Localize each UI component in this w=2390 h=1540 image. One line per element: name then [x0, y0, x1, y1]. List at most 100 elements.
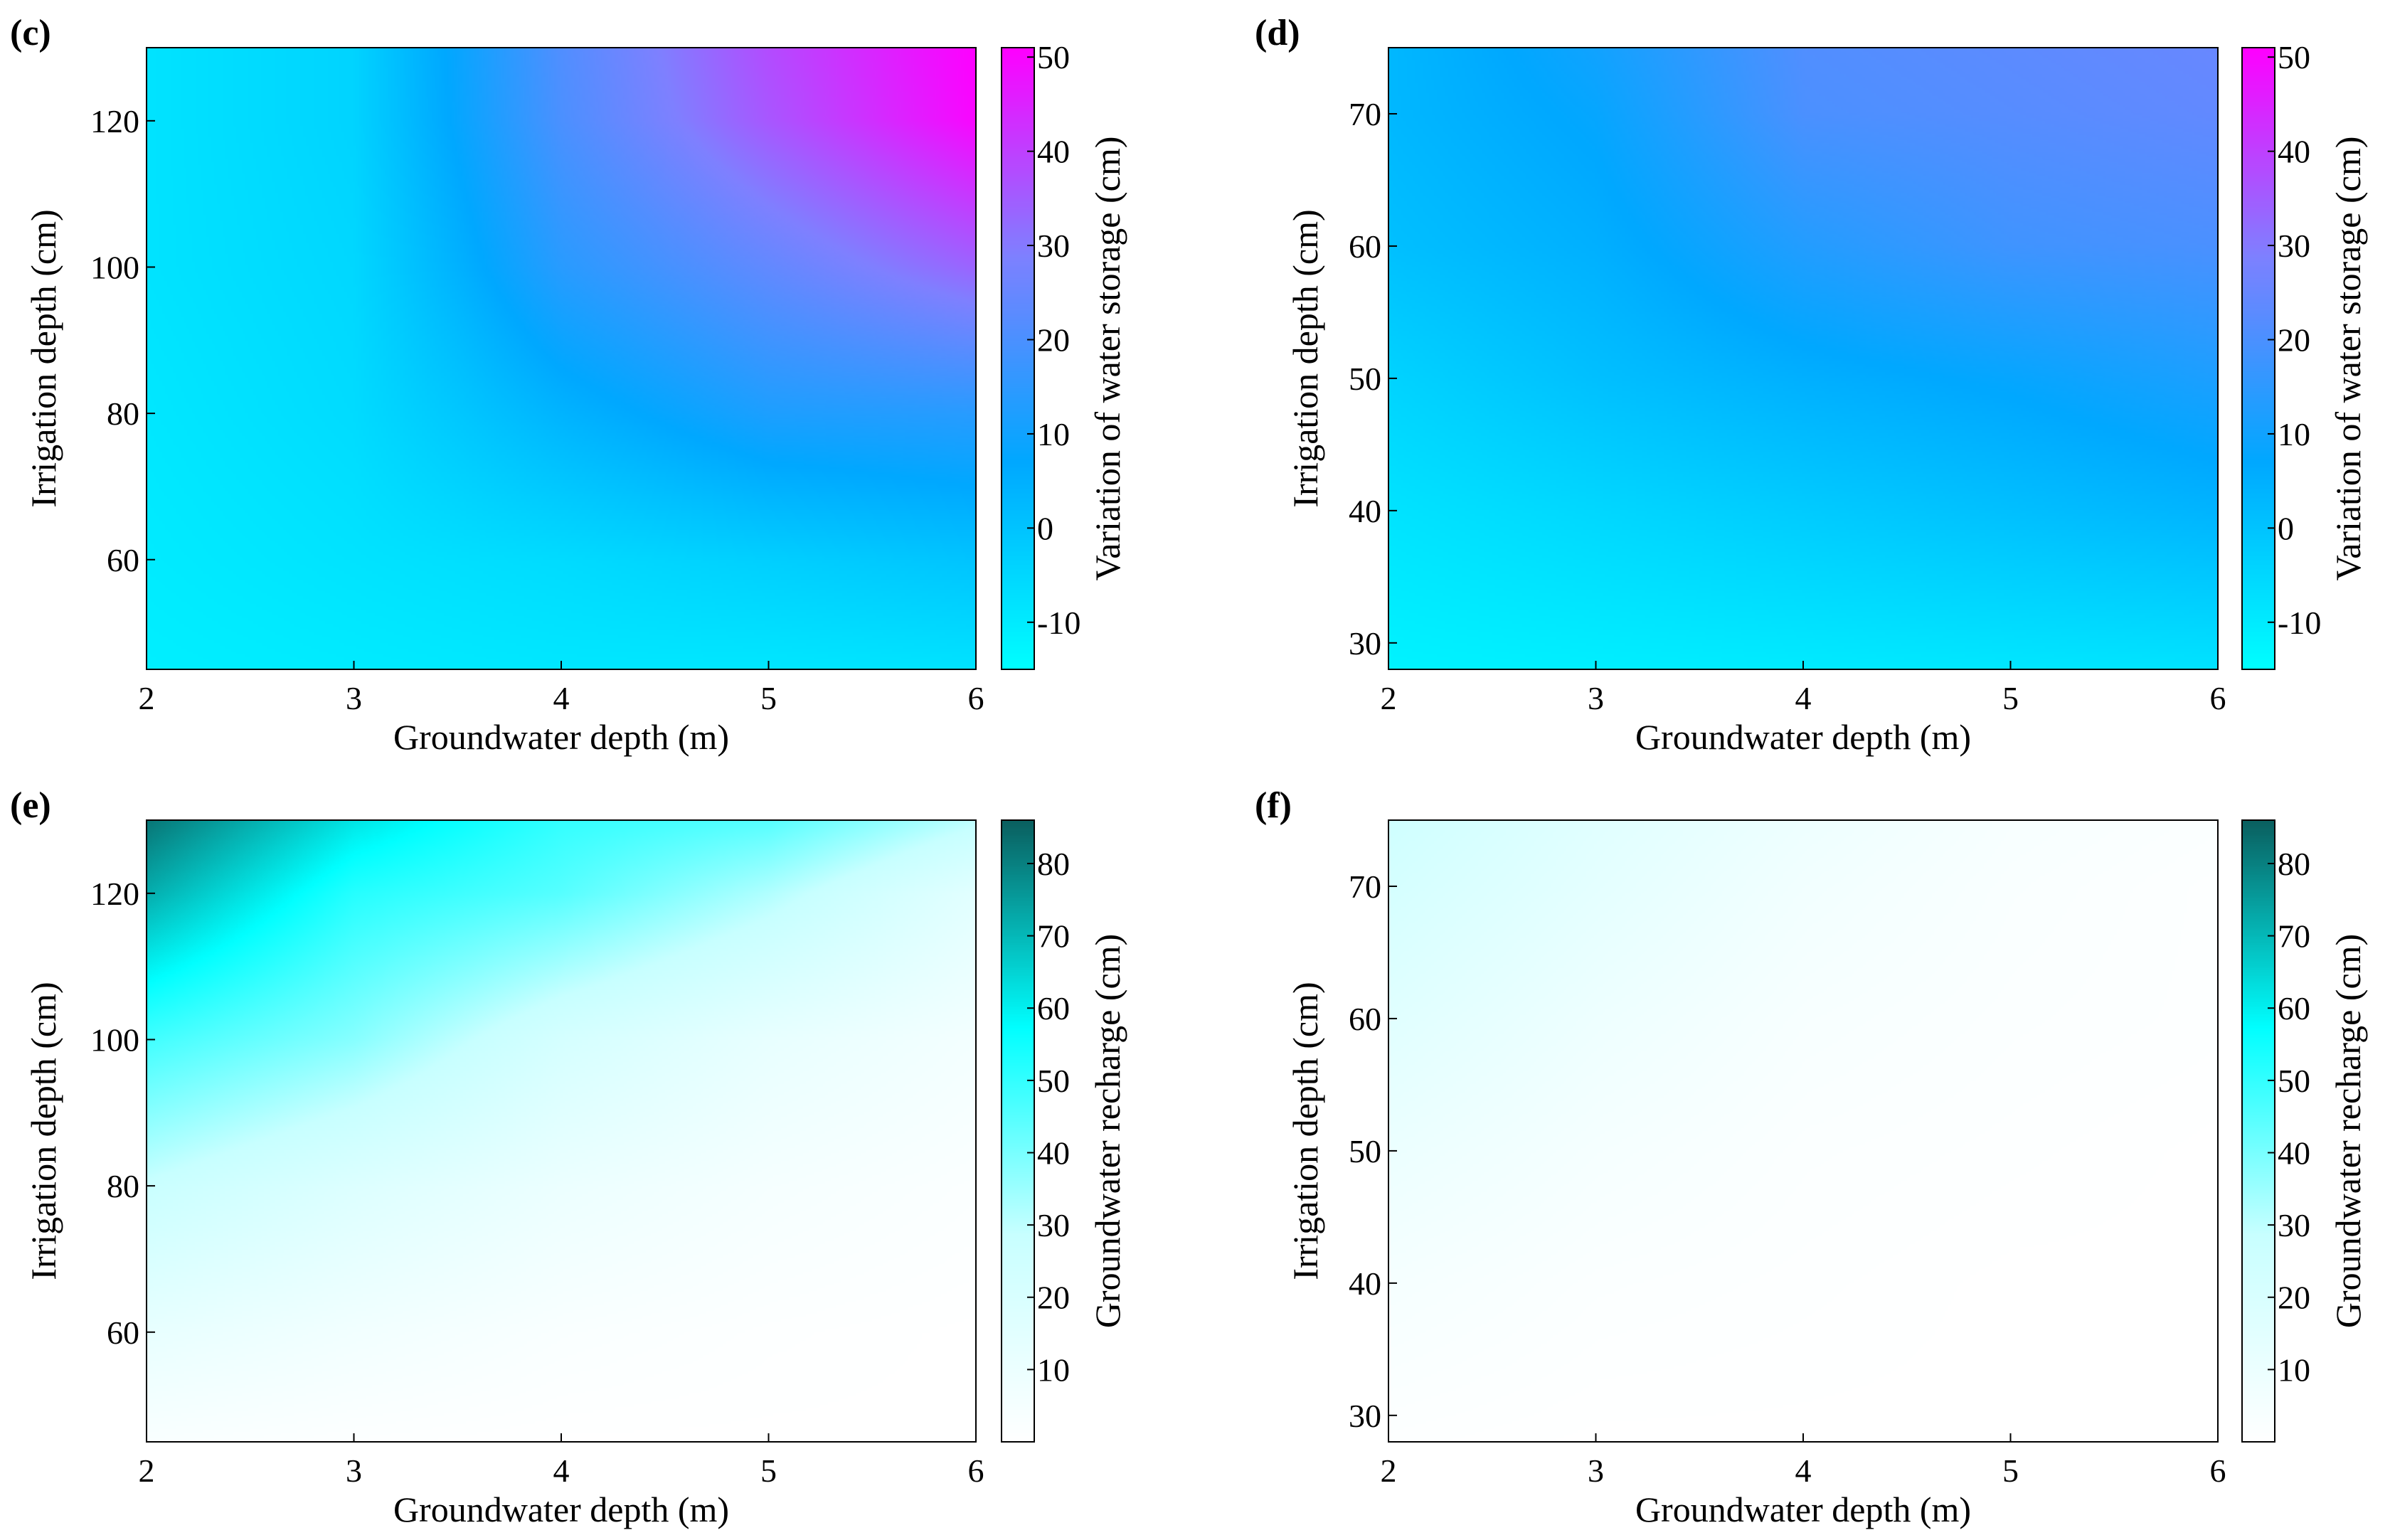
colorbar-tick-label: 70 [2278, 918, 2310, 955]
colorbar-title: Groundwater recharge (cm) [1088, 934, 1127, 1328]
colorbar-tick-label: -10 [1037, 605, 1080, 641]
y-tick-label: 40 [1349, 493, 1381, 529]
x-axis-title: Groundwater depth (m) [1635, 1489, 1971, 1529]
colorbar-title: Variation of water storage (cm) [1088, 137, 1127, 581]
x-tick-label: 4 [1795, 680, 1812, 716]
colorbar-tick-label: 50 [2278, 1063, 2310, 1099]
y-tick-label: 120 [90, 876, 139, 912]
x-axis-title: Groundwater depth (m) [393, 1489, 729, 1529]
colorbar-tick-label: 10 [1037, 416, 1070, 452]
x-tick-label: 2 [139, 1453, 155, 1489]
colorbar-tick-label: 40 [2278, 134, 2310, 170]
y-tick-label: 50 [1349, 361, 1381, 397]
colorbar-tick-label: 70 [1037, 918, 1070, 955]
panel-label: (d) [1255, 13, 1300, 53]
y-tick-label: 100 [90, 249, 139, 285]
colorbar-tick-label: 10 [2278, 416, 2310, 452]
x-tick-label: 2 [1381, 1453, 1397, 1489]
y-axis-title: Irrigation depth (cm) [23, 982, 63, 1280]
x-tick-label: 2 [139, 680, 155, 716]
colorbar-tick-label: 0 [1037, 510, 1053, 546]
y-tick-label: 80 [107, 395, 139, 432]
panel-e: 2 3 4 5 6 60 80 100 120 Groundwater depth (m) Irri… [10, 785, 1127, 1529]
colorbar-title: Groundwater recharge (cm) [2328, 934, 2368, 1328]
y-tick-label: 70 [1349, 96, 1381, 132]
y-tick-label: 60 [1349, 228, 1381, 265]
x-tick-label: 5 [760, 1453, 777, 1489]
x-tick-label: 5 [2002, 680, 2019, 716]
x-tick-label: 5 [760, 680, 777, 716]
y-tick-label: 60 [107, 1315, 139, 1351]
y-tick-label: 40 [1349, 1265, 1381, 1302]
colorbar-d [2242, 48, 2275, 669]
y-tick-label: 70 [1349, 869, 1381, 905]
x-tick-label: 3 [346, 1453, 362, 1489]
x-tick-label: 6 [968, 680, 984, 716]
colorbar-tick-label: 40 [1037, 134, 1070, 170]
panel-d: 2 3 4 5 6 30 40 50 60 70 Groundwater depth (m) Irri… [1255, 13, 2368, 757]
colorbar-tick-label: -10 [2278, 605, 2321, 641]
y-tick-label: 80 [107, 1168, 139, 1204]
x-tick-label: 4 [1795, 1453, 1812, 1489]
colorbar-tick-label: 0 [2278, 510, 2294, 546]
y-axis-title: Irrigation depth (cm) [23, 209, 63, 507]
panel-f: 2 3 4 5 6 30 40 50 60 70 Groundwater depth (m) Irri… [1255, 785, 2368, 1529]
colorbar-c [1002, 48, 1034, 669]
colorbar-tick-label: 20 [2278, 1280, 2310, 1316]
x-tick-label: 3 [1588, 680, 1604, 716]
colorbar-tick-label: 20 [1037, 1280, 1070, 1316]
x-tick-label: 2 [1381, 680, 1397, 716]
x-tick-label: 4 [553, 1453, 570, 1489]
y-tick-label: 100 [90, 1021, 139, 1058]
panel-label: (e) [10, 785, 51, 826]
x-tick-label: 6 [2210, 1453, 2226, 1489]
colorbar-tick-label: 80 [1037, 846, 1070, 882]
x-axis-title: Groundwater depth (m) [1635, 717, 1971, 757]
colorbar-tick-label: 30 [1037, 228, 1070, 264]
colorbar-tick-label: 50 [1037, 39, 1070, 75]
colorbar-tick-label: 40 [1037, 1135, 1070, 1171]
x-axis-title: Groundwater depth (m) [393, 717, 729, 757]
colorbar-tick-label: 50 [1037, 1063, 1070, 1099]
colorbar-tick-label: 60 [1037, 990, 1070, 1026]
x-tick-label: 6 [968, 1453, 984, 1489]
y-tick-label: 30 [1349, 1398, 1381, 1434]
heatmap-f [1388, 820, 2218, 1442]
colorbar-tick-label: 50 [2278, 39, 2310, 75]
colorbar-tick-label: 80 [2278, 846, 2310, 882]
heatmap-e [147, 820, 976, 1442]
colorbar-frame [1001, 819, 1035, 1443]
y-tick-label: 30 [1349, 625, 1381, 662]
x-tick-label: 5 [2002, 1453, 2019, 1489]
colorbar-tick-label: 60 [2278, 990, 2310, 1026]
colorbar-tick-label: 20 [2278, 322, 2310, 359]
panel-label: (f) [1255, 785, 1292, 826]
panel-label: (c) [10, 13, 51, 53]
y-tick-label: 60 [107, 542, 139, 578]
x-tick-label: 3 [346, 680, 362, 716]
y-tick-label: 60 [1349, 1001, 1381, 1037]
colorbar-frame [2241, 47, 2275, 670]
colorbar-frame [2241, 819, 2275, 1443]
colorbar-frame [1001, 47, 1035, 670]
colorbar-tick-label: 30 [1037, 1207, 1070, 1243]
colorbar-tick-label: 40 [2278, 1135, 2310, 1171]
y-tick-label: 120 [90, 103, 139, 139]
heatmap-d [1388, 48, 2218, 669]
colorbar-tick-label: 10 [1037, 1352, 1070, 1388]
colorbar-tick-label: 20 [1037, 322, 1070, 359]
x-tick-label: 3 [1588, 1453, 1604, 1489]
x-tick-label: 6 [2210, 680, 2226, 716]
y-axis-title: Irrigation depth (cm) [1285, 982, 1325, 1280]
colorbar-tick-label: 10 [2278, 1352, 2310, 1388]
colorbar-f [2242, 820, 2275, 1442]
colorbar-tick-label: 30 [2278, 1207, 2310, 1243]
heatmap-c [147, 48, 976, 669]
colorbar-e [1002, 820, 1034, 1442]
colorbar-title: Variation of water storage (cm) [2328, 137, 2368, 581]
y-tick-label: 50 [1349, 1133, 1381, 1169]
y-axis-title: Irrigation depth (cm) [1285, 209, 1325, 507]
colorbar-tick-label: 30 [2278, 228, 2310, 264]
